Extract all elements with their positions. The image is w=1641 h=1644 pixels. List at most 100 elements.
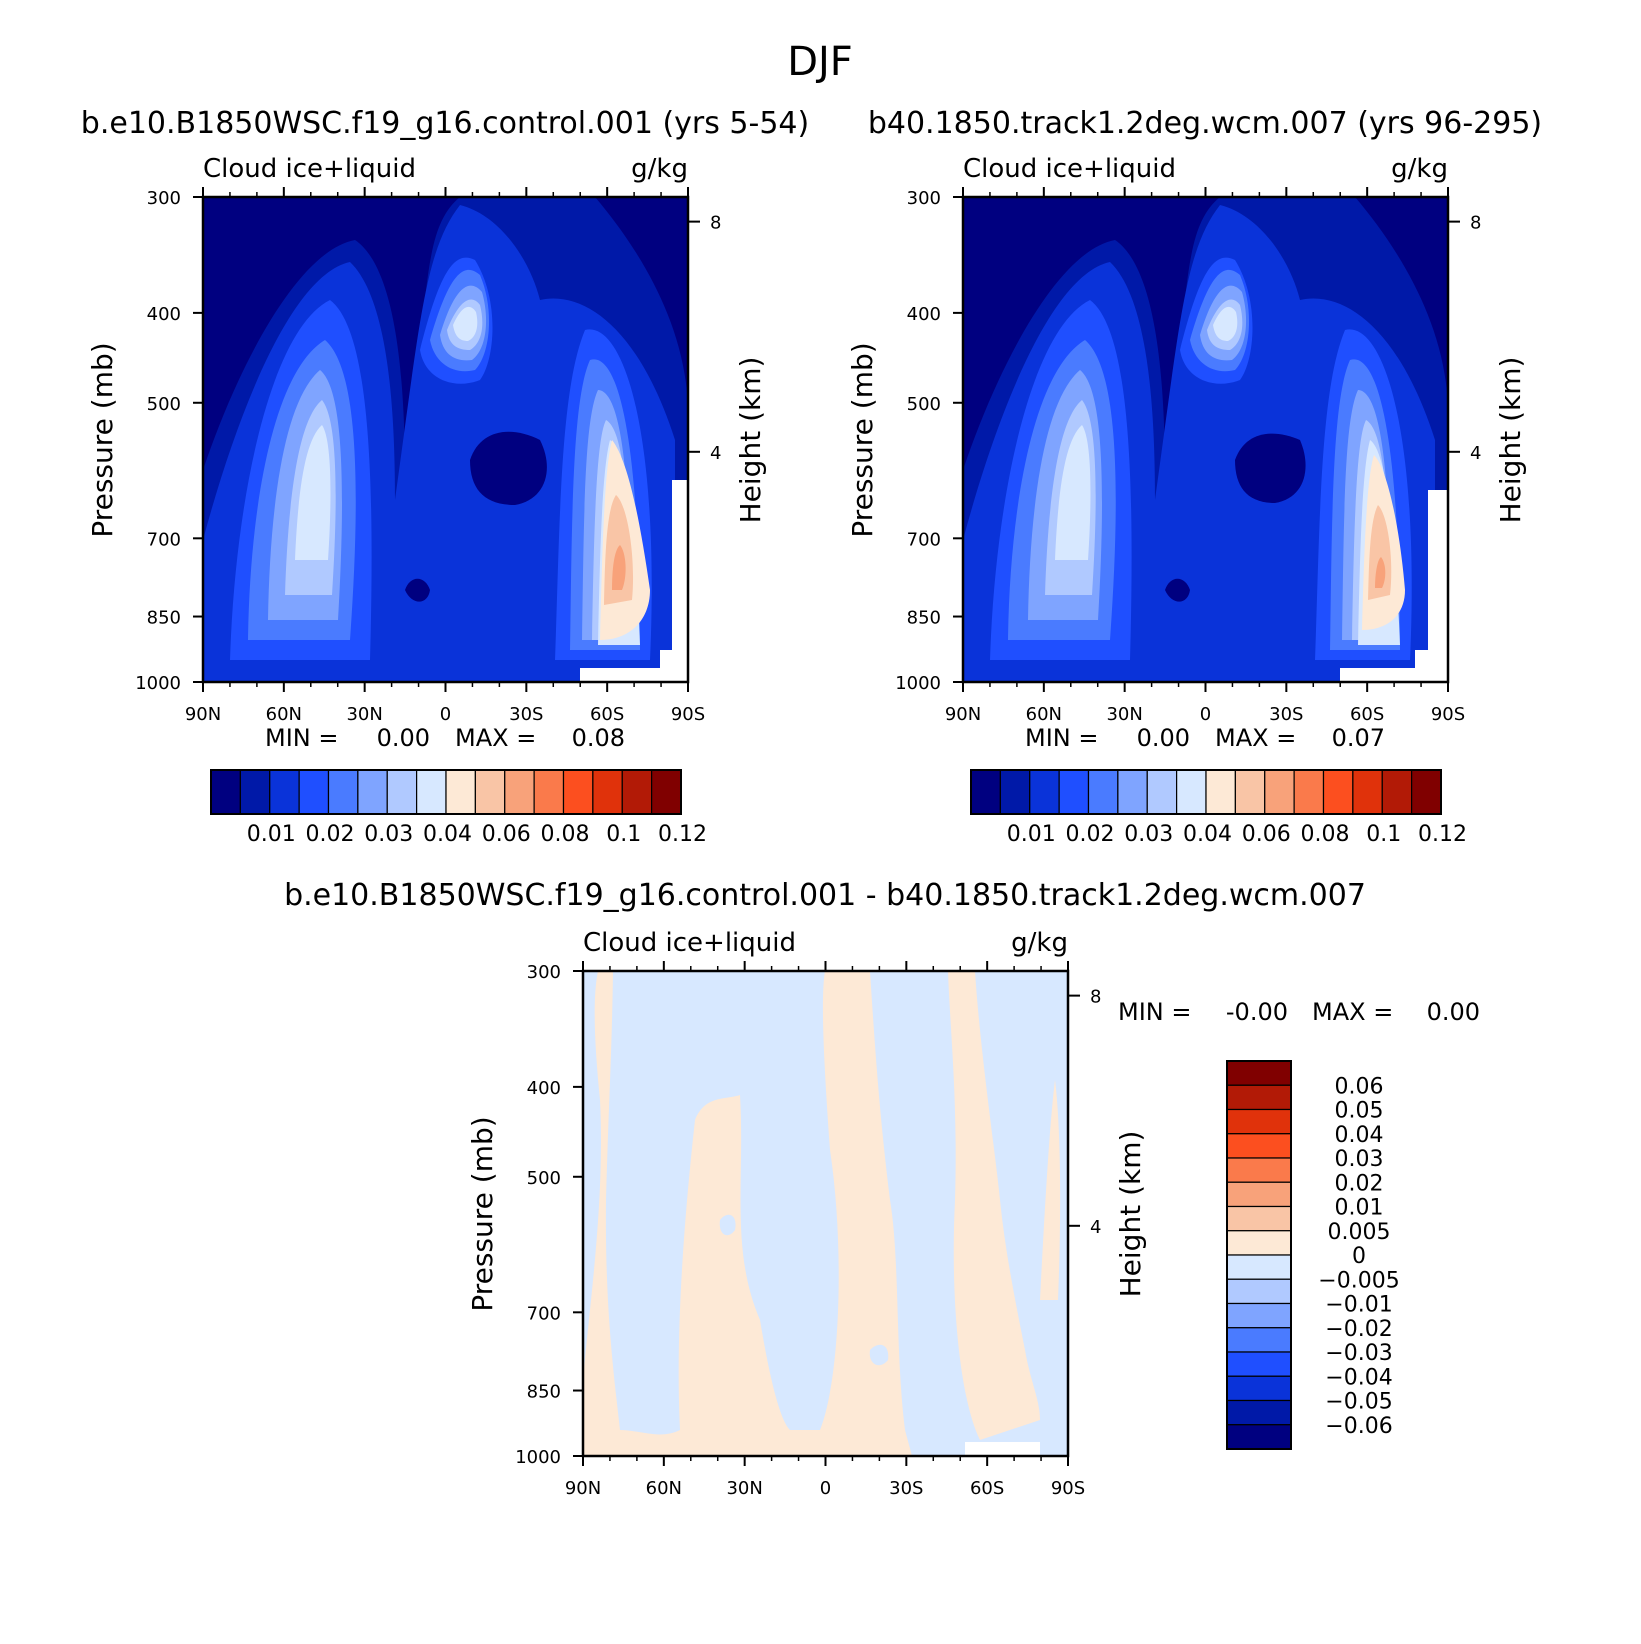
field-gap — [580, 480, 688, 682]
x-tick-label: 0 — [1200, 704, 1211, 725]
colorbar-swatch — [504, 769, 535, 815]
y-tick-label: 1000 — [515, 1447, 561, 1468]
field-low — [1165, 578, 1190, 602]
x-tick-label: 0 — [820, 1478, 831, 1499]
x-tick-label: 90S — [1051, 1478, 1085, 1499]
colorbar-swatch — [386, 769, 418, 815]
y2-axis-label: Height (km) — [1494, 357, 1527, 524]
colorbar-label: 0.1 — [606, 822, 641, 847]
contour-field — [203, 197, 688, 682]
colorbar-swatch — [1226, 1084, 1292, 1111]
colorbar-label: 0.005 — [1328, 1220, 1391, 1245]
colorbar-swatch — [1226, 1060, 1292, 1086]
colorbar-swatch — [1226, 1399, 1292, 1426]
colorbar-swatch — [1226, 1278, 1292, 1305]
colorbar-label: 0.03 — [1335, 1147, 1384, 1172]
colorbar-swatch — [1293, 769, 1325, 815]
colorbar-swatch — [1029, 769, 1060, 815]
x-tick-label: 60N — [1026, 704, 1062, 725]
x-tick-label: 30S — [889, 1478, 923, 1499]
colorbar-swatch — [621, 769, 653, 815]
max-label: MAX = — [1312, 998, 1393, 1026]
y-tick-label: 850 — [907, 608, 941, 629]
colorbar-label: −0.03 — [1325, 1341, 1392, 1366]
colorbar-label: 0.02 — [1335, 1171, 1384, 1196]
units-label: g/kg — [1011, 928, 1068, 958]
colorbar-label: 0.06 — [1242, 822, 1291, 847]
y-axis-label: Pressure (mb) — [86, 342, 119, 537]
colorbar-swatch — [592, 769, 623, 815]
colorbar-swatch — [1117, 769, 1148, 815]
colorbar-label: 0.03 — [364, 822, 413, 847]
colorbar-label: −0.02 — [1325, 1317, 1392, 1342]
y2-tick-label: 4 — [1470, 443, 1481, 464]
x-tick-label: 60S — [970, 1478, 1004, 1499]
colorbar-label: −0.01 — [1325, 1293, 1392, 1318]
y-tick-label: 700 — [527, 1303, 561, 1324]
colorbar-label: 0.01 — [1007, 822, 1056, 847]
units-label: g/kg — [1391, 154, 1448, 184]
colorbar-swatch — [1226, 1133, 1292, 1159]
axis-ticks: 90N 60N 30N 0 30S 60S 90S 300 400 500 700 850 1000 8 4 — [895, 187, 1481, 725]
colorbar: 0.01 0.02 0.03 0.04 0.06 0.08 0.1 0.12 — [970, 769, 1467, 847]
colorbar-swatch — [1411, 769, 1442, 815]
y-tick-label: 700 — [147, 529, 181, 550]
field-low — [1235, 433, 1306, 503]
x-tick-label: 60S — [1350, 704, 1384, 725]
y-tick-label: 1000 — [135, 673, 181, 694]
x-tick-label: 30N — [1106, 704, 1142, 725]
colorbar-label: 0.05 — [1335, 1099, 1384, 1124]
colorbar-swatch — [1322, 769, 1354, 815]
y-tick-label: 400 — [907, 304, 941, 325]
colorbar-label: 0.02 — [306, 822, 355, 847]
colorbar-label: −0.05 — [1325, 1390, 1392, 1415]
max-label: MAX = — [1215, 724, 1296, 752]
variable-label: Cloud ice+liquid — [583, 928, 796, 958]
x-tick-label: 60S — [590, 704, 624, 725]
y2-tick-label: 4 — [710, 443, 721, 464]
x-tick-label: 60N — [266, 704, 302, 725]
field-gap — [965, 1442, 1040, 1456]
contour-field — [963, 197, 1448, 682]
y-tick-label: 850 — [147, 608, 181, 629]
colorbar-label: 0.04 — [1335, 1123, 1384, 1148]
y-tick-label: 300 — [147, 188, 181, 209]
colorbar-swatch — [1226, 1327, 1292, 1353]
colorbar-swatch — [1226, 1375, 1292, 1402]
colorbar-swatch — [298, 769, 330, 815]
colorbar-label: 0.01 — [1335, 1196, 1384, 1221]
colorbar-swatch — [970, 769, 1001, 815]
variable-label: Cloud ice+liquid — [203, 154, 416, 184]
y-tick-label: 500 — [907, 394, 941, 415]
colorbar-label: 0.02 — [1066, 822, 1115, 847]
x-tick-label: 30S — [509, 704, 543, 725]
field-band — [1008, 269, 1400, 650]
colorbar-swatch — [562, 769, 594, 815]
colorbar-swatch — [1226, 1351, 1292, 1377]
colorbar-label: 0.01 — [247, 822, 296, 847]
colorbar-frame — [970, 769, 1442, 815]
field-band — [583, 971, 912, 1456]
x-tick-label: 90N — [185, 704, 221, 725]
colorbar-swatch — [1381, 769, 1413, 815]
colorbar-swatch — [269, 769, 300, 815]
colorbar-swatch — [445, 769, 476, 815]
field-band — [285, 299, 630, 640]
max-label: MAX = — [455, 724, 536, 752]
colorbar-swatch — [1234, 769, 1266, 815]
x-tick-label: 90S — [671, 704, 705, 725]
colorbar-label: 0.04 — [1183, 822, 1232, 847]
panel-experiment: b40.1850.track1.2deg.wcm.007 (yrs 96-295… — [846, 106, 1542, 847]
colorbar-label: −0.06 — [1325, 1414, 1392, 1439]
colorbar-swatch — [327, 769, 359, 815]
x-tick-label: 0 — [440, 704, 451, 725]
colorbar-label: 0.03 — [1124, 822, 1173, 847]
panel-title: b.e10.B1850WSC.f19_g16.control.001 - b40… — [284, 878, 1366, 913]
colorbar-swatch — [1226, 1424, 1292, 1450]
colorbar-swatch — [357, 769, 388, 815]
axis-ticks: 90N 60N 30N 0 30S 60S 90S 300 400 500 700 850 1000 8 4 — [515, 961, 1101, 1499]
colorbar-label: −0.04 — [1325, 1365, 1392, 1390]
x-tick-label: 90N — [945, 704, 981, 725]
y2-tick-label: 8 — [1090, 987, 1101, 1008]
